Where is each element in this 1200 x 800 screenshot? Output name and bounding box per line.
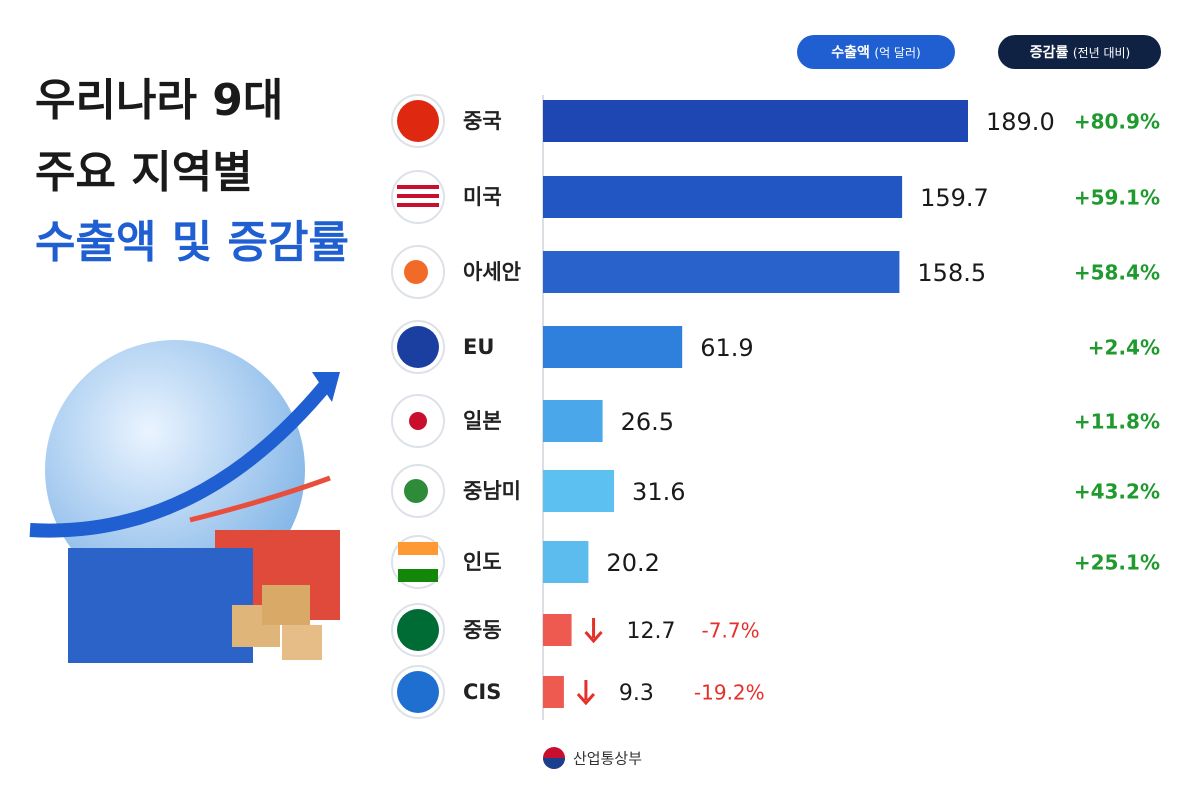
header-pill [998, 35, 1161, 69]
headers: 수출액 (억 달러) 증감률 (전년 대비) [797, 35, 1161, 69]
category-label: 인도 [463, 550, 502, 574]
title-line: 우리나라 9대 [35, 75, 283, 126]
flag-stripe [397, 185, 439, 189]
rows: 중국 189.0 +80.9% 미국 159.7 +59.1% 아세안 158.5 +58.4%… [391, 94, 1160, 719]
value-label: 31.6 [632, 478, 685, 506]
source-text: 산업통상부 [573, 750, 642, 768]
arrow-head [312, 372, 340, 402]
arrow [189, 475, 331, 523]
change-label: +80.9% [1074, 110, 1160, 134]
header: 수출액 (억 달러) [831, 44, 920, 61]
change-label: +43.2% [1074, 480, 1160, 504]
flag-map [404, 479, 428, 503]
flag [397, 671, 439, 713]
change-label: -7.7% [702, 619, 760, 643]
header-unit: (억 달러) [874, 46, 920, 60]
flag-stripe [397, 194, 439, 198]
change-label: -19.2% [694, 681, 765, 705]
bar [543, 541, 589, 583]
value-label: 12.7 [627, 619, 676, 644]
bar [543, 614, 572, 646]
value-label: 9.3 [619, 681, 654, 706]
flag [397, 326, 439, 368]
category-label: CIS [463, 680, 501, 704]
box [262, 585, 310, 625]
title: 우리나라 9대 주요 지역별 수출액 및 증감률 [35, 75, 349, 268]
change-label: +11.8% [1074, 410, 1160, 434]
flag-stripe [397, 203, 439, 207]
flag-stripe [398, 542, 438, 555]
value-label: 189.0 [986, 108, 1055, 136]
bar [543, 676, 564, 708]
value-label: 26.5 [621, 408, 674, 436]
category-label: EU [463, 335, 494, 359]
flag [397, 100, 439, 142]
header: 증감률 (전년 대비) [1030, 44, 1130, 61]
category-label: 중국 [463, 109, 502, 133]
category-label: 미국 [463, 185, 502, 209]
flag-map [404, 260, 428, 284]
header-text: 수출액 [831, 44, 870, 61]
value-label: 61.9 [700, 334, 753, 362]
box [282, 625, 322, 660]
down-arrow [576, 680, 596, 706]
bar [543, 400, 603, 442]
bar [543, 100, 968, 142]
title-line: 주요 지역별 [35, 147, 253, 198]
header-text: 증감률 [1030, 44, 1069, 61]
value-label: 158.5 [917, 259, 986, 287]
category-label: 중남미 [463, 479, 521, 503]
down-arrow [584, 618, 603, 644]
category-label: 중동 [463, 618, 502, 642]
illustration [29, 340, 340, 663]
bar [543, 251, 900, 293]
header-pill [797, 35, 955, 69]
flag [397, 609, 439, 651]
header-unit: (전년 대비) [1073, 46, 1130, 60]
value-label: 159.7 [920, 184, 989, 212]
title-line: 수출액 및 증감률 [35, 217, 349, 268]
bar [543, 176, 903, 218]
change-label: +2.4% [1088, 336, 1160, 360]
value-label: 20.2 [606, 549, 659, 577]
flag-dot [409, 412, 427, 430]
category-label: 일본 [463, 409, 502, 433]
source: 산업통상부 [543, 747, 642, 769]
bar [543, 326, 683, 368]
bar [543, 470, 615, 512]
flag-stripe [398, 569, 438, 582]
container [68, 548, 253, 663]
change-label: +58.4% [1074, 261, 1160, 285]
arrow [29, 375, 336, 538]
change-label: +59.1% [1074, 186, 1160, 210]
logo [543, 758, 565, 769]
change-label: +25.1% [1074, 551, 1160, 575]
category-label: 아세안 [463, 260, 521, 284]
